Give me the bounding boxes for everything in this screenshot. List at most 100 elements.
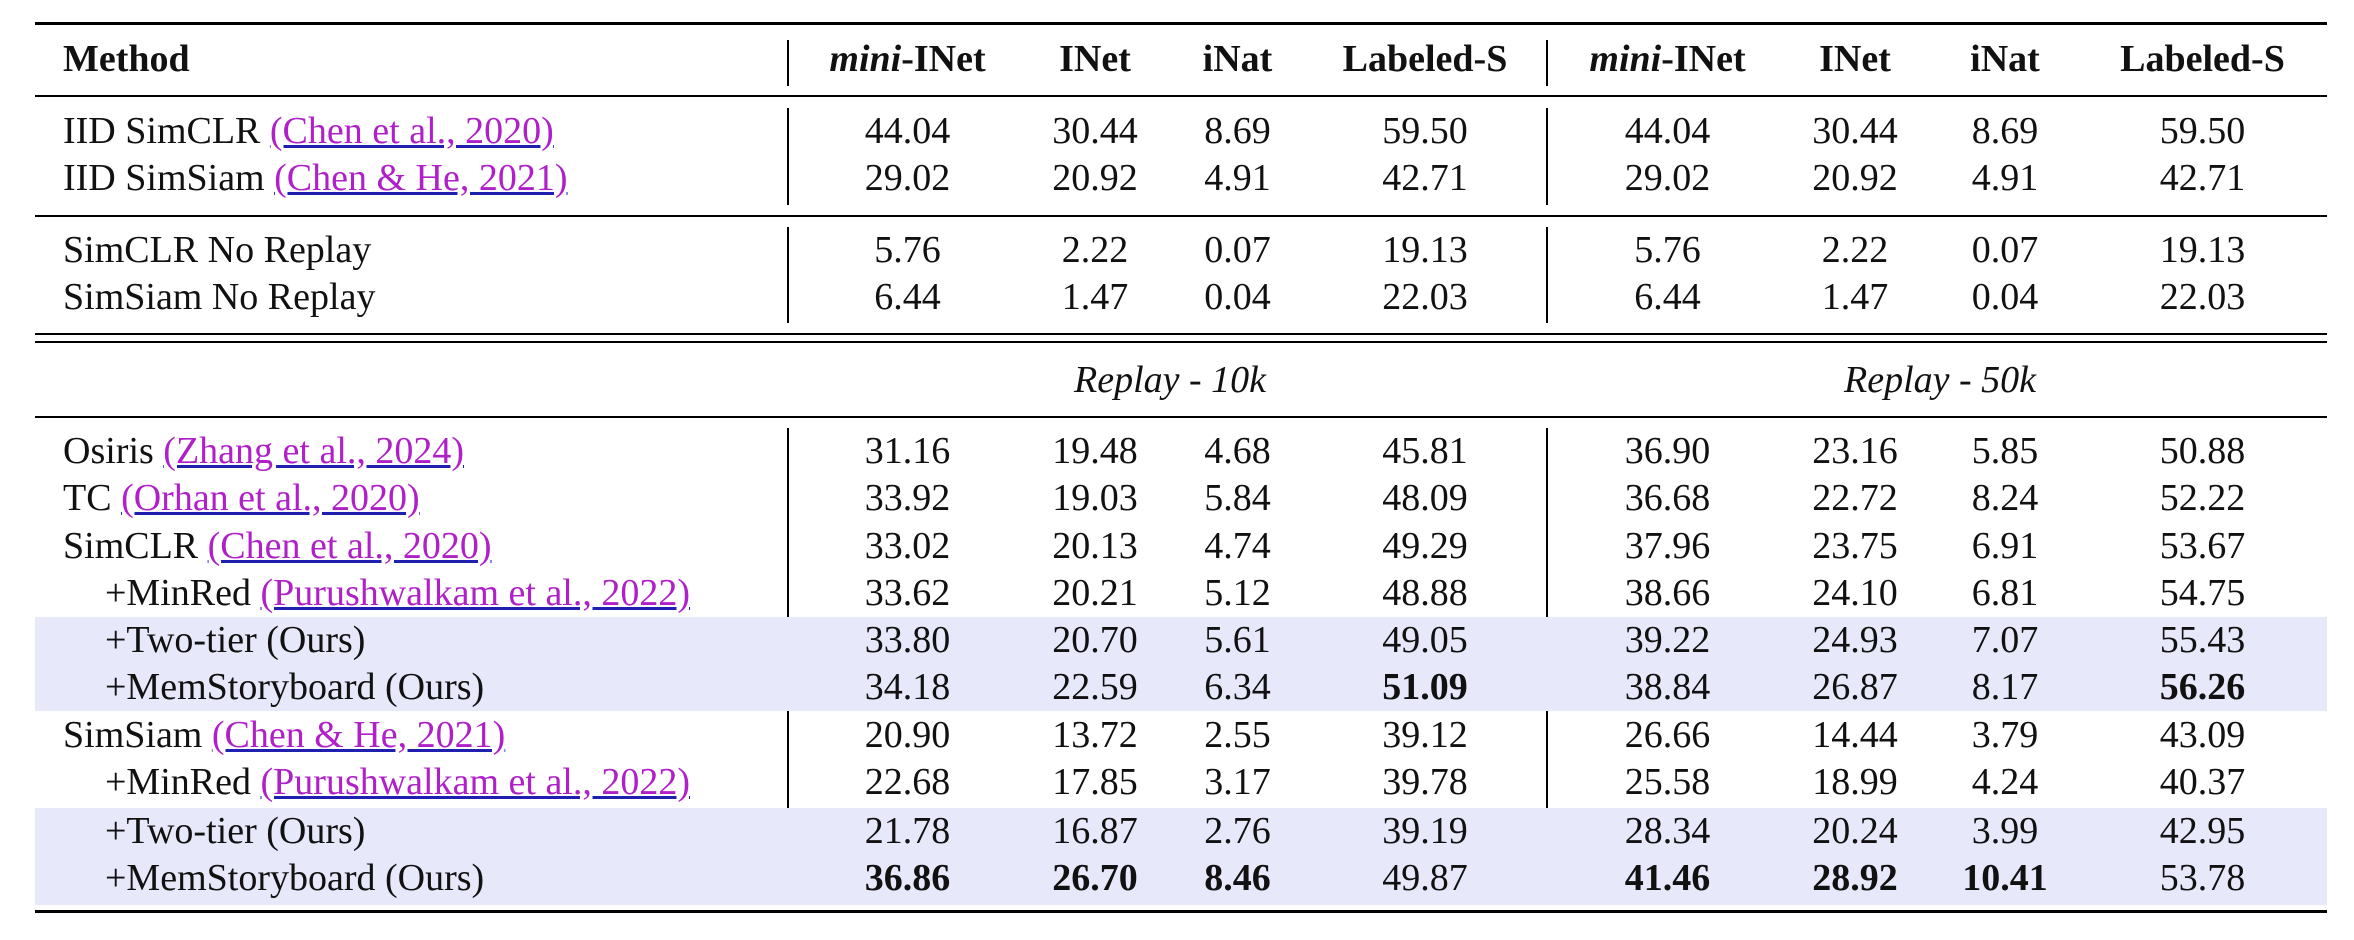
table-cell: 33.92: [864, 477, 951, 519]
table-cell: 3.99: [1971, 810, 2039, 852]
method-label: Osiris: [63, 430, 164, 472]
table-cell: 53.78: [2159, 857, 2246, 899]
table-row: SimCLR No Replay 5.76 2.22 0.07 19.13 5.76 2.2…: [0, 227, 2354, 274]
top-rule: [35, 22, 2327, 25]
table-cell: 8.69: [1971, 110, 2039, 152]
method-name: +Two-tier (Ours): [105, 617, 365, 664]
table-cell: 8.69: [1204, 110, 1271, 152]
citation-link[interactable]: (Orhan et al., 2020): [121, 477, 420, 519]
table-cell: 49.29: [1382, 525, 1468, 567]
table-cell: 42.71: [1382, 157, 1468, 199]
table-row: SimSiam (Chen & He, 2021) 20.90 13.72 2.55 3…: [0, 712, 2354, 759]
table-row: +MinRed (Purushwalkam et al., 2022) 22.68…: [0, 759, 2354, 806]
method-name: SimCLR (Chen et al., 2020): [63, 523, 492, 570]
method-header: Method: [63, 38, 190, 80]
method-label: SimSiam: [63, 714, 212, 756]
table-cell: 8.17: [1971, 666, 2039, 708]
table-cell: 0.07: [1204, 229, 1271, 271]
table-cell: 29.02: [864, 157, 951, 199]
table-cell: 8.46: [1204, 857, 1271, 899]
table-cell: 49.87: [1382, 857, 1468, 899]
col-header-inat-right: iNat: [1970, 38, 2040, 80]
citation-link[interactable]: (Purushwalkam et al., 2022): [260, 761, 691, 803]
table-cell: 28.34: [1624, 810, 1711, 852]
table-cell: 36.86: [864, 857, 951, 899]
citation-link[interactable]: (Chen & He, 2021): [274, 157, 568, 199]
table-cell: 19.13: [1382, 229, 1468, 271]
table-cell: 14.44: [1812, 714, 1898, 756]
table-cell: 5.85: [1971, 430, 2039, 472]
table-cell: 29.02: [1624, 157, 1711, 199]
col-header-labeled-s-right: Labeled-S: [2120, 38, 2285, 80]
table-cell: 37.96: [1624, 525, 1711, 567]
table-cell: 52.22: [2159, 477, 2246, 519]
table-cell: 50.88: [2159, 430, 2246, 472]
citation-link[interactable]: (Purushwalkam et al., 2022): [260, 572, 691, 614]
table-cell: 20.90: [864, 714, 951, 756]
table-cell: 53.67: [2159, 525, 2246, 567]
table-cell: 43.09: [2159, 714, 2246, 756]
table-cell: 2.22: [1061, 229, 1129, 271]
method-label: +MinRed: [105, 761, 261, 803]
table-cell: 39.22: [1624, 619, 1711, 661]
method-label: IID SimCLR: [63, 110, 270, 152]
table-cell: 5.76: [1634, 229, 1701, 271]
section-rule: [35, 416, 2327, 418]
table-cell: 0.07: [1971, 229, 2039, 271]
table-cell: 0.04: [1204, 276, 1271, 318]
table-cell: 20.92: [1052, 157, 1138, 199]
iid-rule: [35, 215, 2327, 217]
citation-link[interactable]: (Chen et al., 2020): [207, 525, 492, 567]
table-row: +MemStoryboard (Ours) 34.18 22.59 6.34 51.09…: [0, 664, 2354, 711]
table-cell: 0.04: [1971, 276, 2039, 318]
table-cell: 30.44: [1812, 110, 1898, 152]
table-cell: 19.13: [2159, 229, 2246, 271]
table-cell: 30.44: [1052, 110, 1138, 152]
table-cell: 39.78: [1382, 761, 1468, 803]
table-cell: 51.09: [1382, 666, 1468, 708]
table-cell: 22.03: [1382, 276, 1468, 318]
col-header-inet-right: INet: [1819, 38, 1891, 80]
table-cell: 39.12: [1382, 714, 1468, 756]
table-cell: 3.79: [1971, 714, 2039, 756]
table-cell: 36.90: [1624, 430, 1711, 472]
table-cell: 26.87: [1812, 666, 1898, 708]
highlight-band-simsiam: [35, 808, 2327, 905]
table-row: +MemStoryboard (Ours) 36.86 26.70 8.46 49.87…: [0, 855, 2354, 902]
method-label: +MemStoryboard (Ours): [105, 857, 485, 899]
col-header-inet-left: INet: [1059, 38, 1131, 80]
citation-link[interactable]: (Zhang et al., 2024): [163, 430, 465, 472]
table-cell: 33.02: [864, 525, 951, 567]
table-cell: 2.22: [1821, 229, 1889, 271]
table-cell: 44.04: [864, 110, 951, 152]
citation-link[interactable]: (Chen et al., 2020): [269, 110, 554, 152]
table-row: +MinRed (Purushwalkam et al., 2022) 33.62…: [0, 570, 2354, 617]
method-label: +Two-tier (Ours): [105, 810, 366, 852]
table-row: TC (Orhan et al., 2020) 33.92 19.03 5.84 48.…: [0, 475, 2354, 522]
citation-link[interactable]: (Chen & He, 2021): [211, 714, 506, 756]
header-row: Method mini-INet INet iNat Labeled-S min…: [0, 36, 2354, 83]
method-name: +MinRed (Purushwalkam et al., 2022): [105, 570, 690, 617]
col-header-mini-inet-right: mini-INet: [1589, 38, 1746, 80]
noreplay-sep-right: [1546, 227, 1548, 323]
table-cell: 48.88: [1382, 572, 1468, 614]
table-cell: 10.41: [1962, 857, 2048, 899]
table-cell: 38.84: [1624, 666, 1711, 708]
table-cell: 25.58: [1624, 761, 1711, 803]
table-cell: 39.19: [1382, 810, 1468, 852]
method-name: +MemStoryboard (Ours): [105, 664, 484, 711]
table-cell: 13.72: [1052, 714, 1138, 756]
table-row: SimCLR (Chen et al., 2020) 33.02 20.13 4.74…: [0, 523, 2354, 570]
table-row: IID SimCLR (Chen et al., 2020) 44.04 30.44…: [0, 108, 2354, 155]
method-label: +MemStoryboard (Ours): [105, 666, 485, 708]
table-cell: 4.24: [1971, 761, 2039, 803]
method-name: +MinRed (Purushwalkam et al., 2022): [105, 759, 690, 806]
header-sep-right: [1546, 40, 1548, 86]
table-cell: 44.04: [1624, 110, 1711, 152]
noreplay-sep-left: [787, 227, 789, 323]
col-header-mini-inet-left: mini-INet: [829, 38, 986, 80]
table-cell: 5.61: [1204, 619, 1271, 661]
table-cell: 48.09: [1382, 477, 1468, 519]
bottom-rule: [35, 910, 2327, 913]
table-cell: 20.13: [1052, 525, 1138, 567]
